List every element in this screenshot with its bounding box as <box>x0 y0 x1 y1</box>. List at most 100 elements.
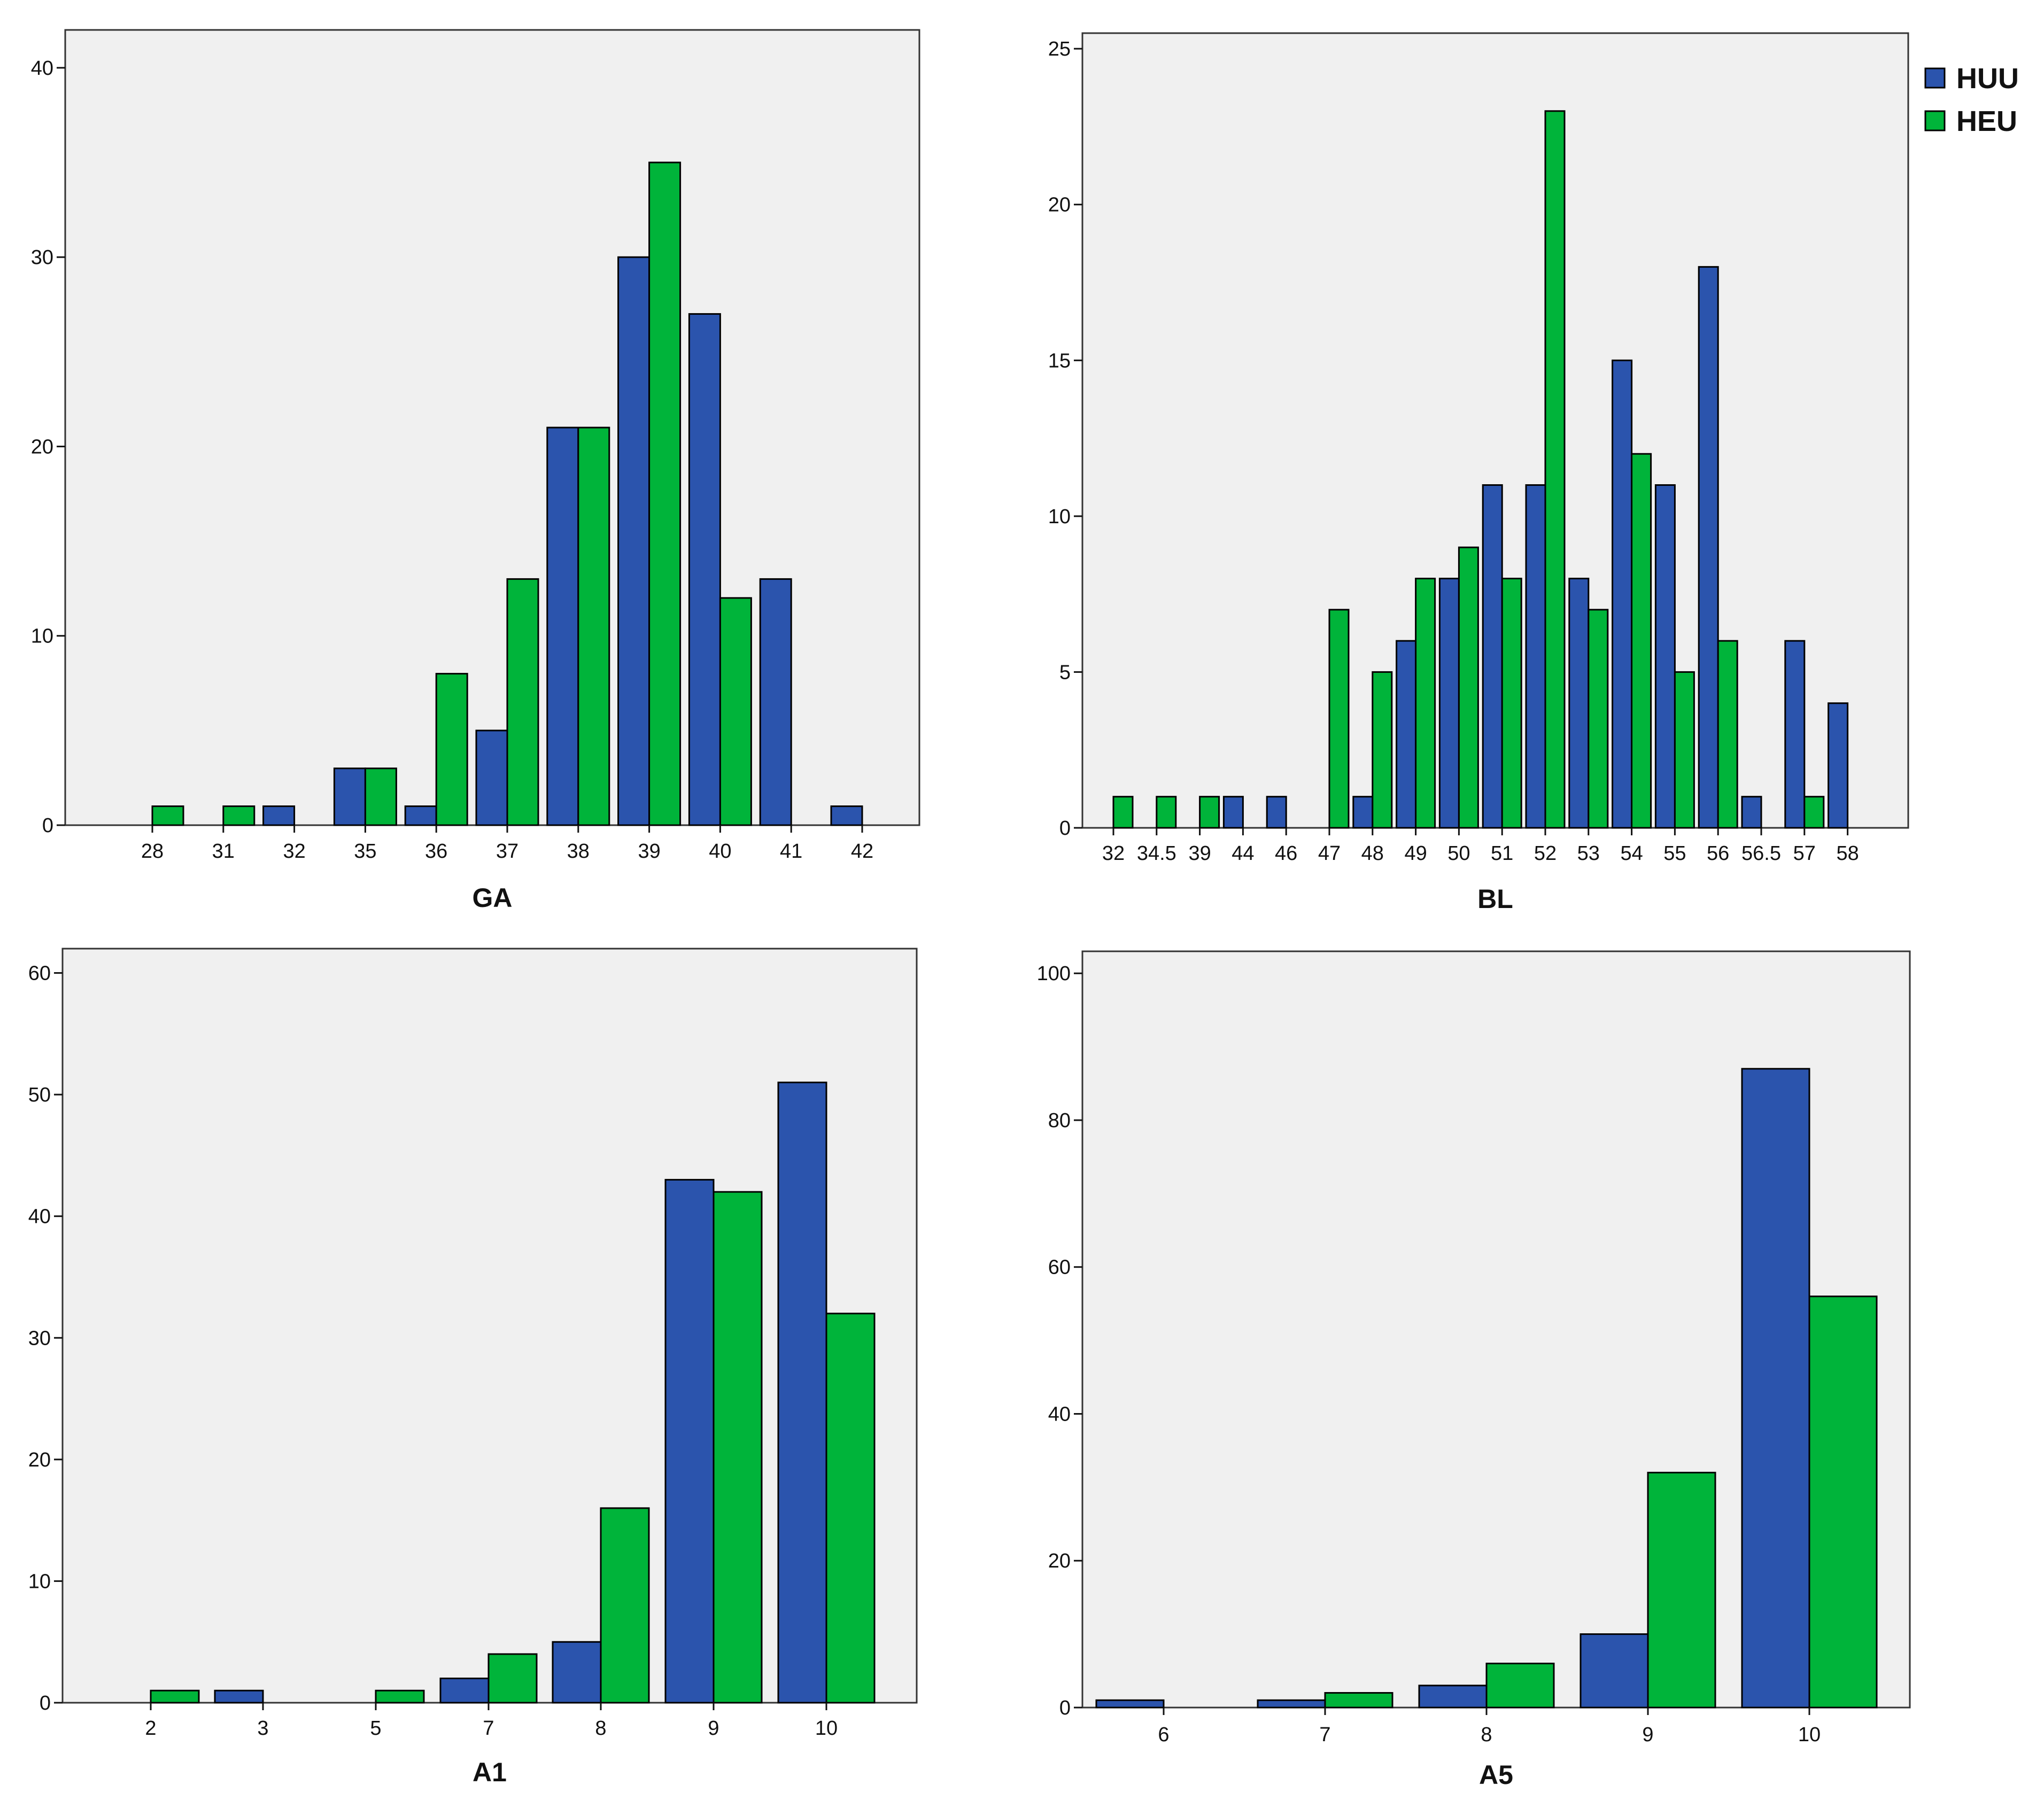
y-tick-label: 20 <box>1048 194 1071 216</box>
y-tick-label: 20 <box>1048 1550 1071 1572</box>
bar-heu-2 <box>150 1689 200 1704</box>
bar-heu-9 <box>1647 1471 1716 1709</box>
bar-heu-56 <box>1717 640 1738 829</box>
y-tick-label: 40 <box>31 57 53 80</box>
legend-swatch-heu <box>1924 110 1946 131</box>
bar-heu-28 <box>151 805 184 826</box>
bar-huu-42 <box>830 805 863 826</box>
bar-heu-55 <box>1674 671 1695 829</box>
bar-huu-41 <box>759 578 792 826</box>
bar-heu-47 <box>1328 609 1350 829</box>
x-tick-label: 38 <box>567 840 590 863</box>
bar-heu-51 <box>1501 577 1522 829</box>
bar-huu-40 <box>688 313 721 826</box>
bar-huu-9 <box>1580 1633 1649 1709</box>
y-tick-label: 0 <box>1059 817 1071 840</box>
y-tick-label: 30 <box>28 1327 51 1349</box>
bar-huu-54 <box>1612 359 1633 829</box>
y-tick-label: 0 <box>1059 1697 1071 1719</box>
x-tick-label: 39 <box>1188 842 1211 865</box>
x-tick-label: 54 <box>1620 842 1643 865</box>
bar-huu-36 <box>404 805 437 826</box>
y-tick-label: 0 <box>40 1692 51 1714</box>
x-tick-label: 10 <box>815 1717 838 1740</box>
x-tick-label: 28 <box>141 840 164 863</box>
y-tick-label: 30 <box>31 246 53 269</box>
bar-heu-40 <box>719 597 752 826</box>
bar-huu-44 <box>1222 796 1244 829</box>
x-tick-label: 5 <box>370 1717 381 1740</box>
x-axis-title: GA <box>473 883 513 913</box>
y-tick-label: 80 <box>1048 1110 1071 1132</box>
bar-huu-9 <box>664 1178 715 1704</box>
y-tick-label: 60 <box>1048 1256 1071 1279</box>
x-tick-label: 9 <box>708 1717 719 1740</box>
bar-heu-50 <box>1458 546 1479 829</box>
chart-a1: 0 10 20 30 40 50 60 2 3 5 7 8 9 10 A1 <box>28 948 918 1787</box>
x-tick-label: 47 <box>1318 842 1341 865</box>
x-tick-label: 53 <box>1577 842 1600 865</box>
x-tick-label: 50 <box>1447 842 1470 865</box>
bar-huu-56.5 <box>1741 796 1762 829</box>
bar-heu-8 <box>600 1507 650 1704</box>
bar-huu-50 <box>1438 577 1460 829</box>
plot-area <box>61 948 918 1704</box>
x-tick-label: 37 <box>496 840 518 863</box>
bar-heu-9 <box>713 1191 763 1704</box>
bar-heu-39 <box>648 161 682 826</box>
x-tick-label: 58 <box>1836 842 1859 865</box>
chart-ga: 0 10 20 30 40 28 31 32 35 36 37 38 39 40 41 42 GA <box>31 29 920 913</box>
y-tick-label: 5 <box>1059 661 1071 684</box>
x-tick-label: 48 <box>1361 842 1384 865</box>
bar-huu-8 <box>552 1641 602 1704</box>
bar-heu-35 <box>364 767 397 826</box>
x-tick-label: 32 <box>1102 842 1125 865</box>
bar-huu-8 <box>1418 1685 1488 1709</box>
x-tick-label: 39 <box>638 840 660 863</box>
x-tick-label: 41 <box>780 840 802 863</box>
bar-heu-39 <box>1199 796 1220 829</box>
x-tick-label: 7 <box>483 1717 494 1740</box>
bar-heu-57 <box>1803 796 1825 829</box>
bar-huu-10 <box>777 1081 827 1704</box>
legend-label-heu: HEU <box>1956 105 2017 137</box>
bar-heu-32 <box>1112 796 1134 829</box>
bar-huu-3 <box>214 1689 264 1704</box>
bar-heu-8 <box>1485 1663 1555 1709</box>
bar-huu-37 <box>475 730 508 826</box>
x-tick-label: 49 <box>1404 842 1427 865</box>
bar-heu-53 <box>1588 609 1609 829</box>
bar-heu-31 <box>222 805 255 826</box>
legend: HUU HEU <box>1924 63 2019 137</box>
y-tick-label: 10 <box>28 1570 51 1593</box>
x-tick-label: 32 <box>283 840 305 863</box>
x-tick-label: 31 <box>212 840 235 863</box>
bar-heu-54 <box>1631 453 1652 829</box>
x-tick-label: 8 <box>1481 1724 1492 1746</box>
bar-heu-7 <box>1324 1692 1393 1709</box>
x-tick-label: 57 <box>1793 842 1816 865</box>
bar-huu-57 <box>1784 640 1806 829</box>
x-axis-title: A5 <box>1479 1760 1513 1790</box>
y-tick-label: 40 <box>1048 1403 1071 1425</box>
x-tick-label: 52 <box>1534 842 1557 865</box>
y-tick-label: 50 <box>28 1084 51 1106</box>
bar-heu-34.5 <box>1156 796 1177 829</box>
bar-heu-10 <box>1808 1295 1878 1709</box>
x-tick-label: 55 <box>1663 842 1686 865</box>
x-tick-label: 56 <box>1707 842 1729 865</box>
y-tick-label: 10 <box>1048 506 1071 528</box>
bar-heu-37 <box>506 578 539 826</box>
bar-huu-7 <box>1257 1699 1326 1709</box>
bar-huu-32 <box>262 805 296 826</box>
legend-label-huu: HUU <box>1956 63 2019 95</box>
bar-heu-48 <box>1372 671 1393 829</box>
bar-huu-46 <box>1266 796 1287 829</box>
bar-huu-49 <box>1396 640 1417 829</box>
x-tick-label: 3 <box>257 1717 268 1740</box>
x-tick-label: 42 <box>851 840 873 863</box>
x-tick-label: 10 <box>1798 1724 1821 1746</box>
y-tick-label: 60 <box>28 963 51 985</box>
x-tick-label: 7 <box>1319 1724 1330 1746</box>
bar-heu-36 <box>435 673 468 826</box>
